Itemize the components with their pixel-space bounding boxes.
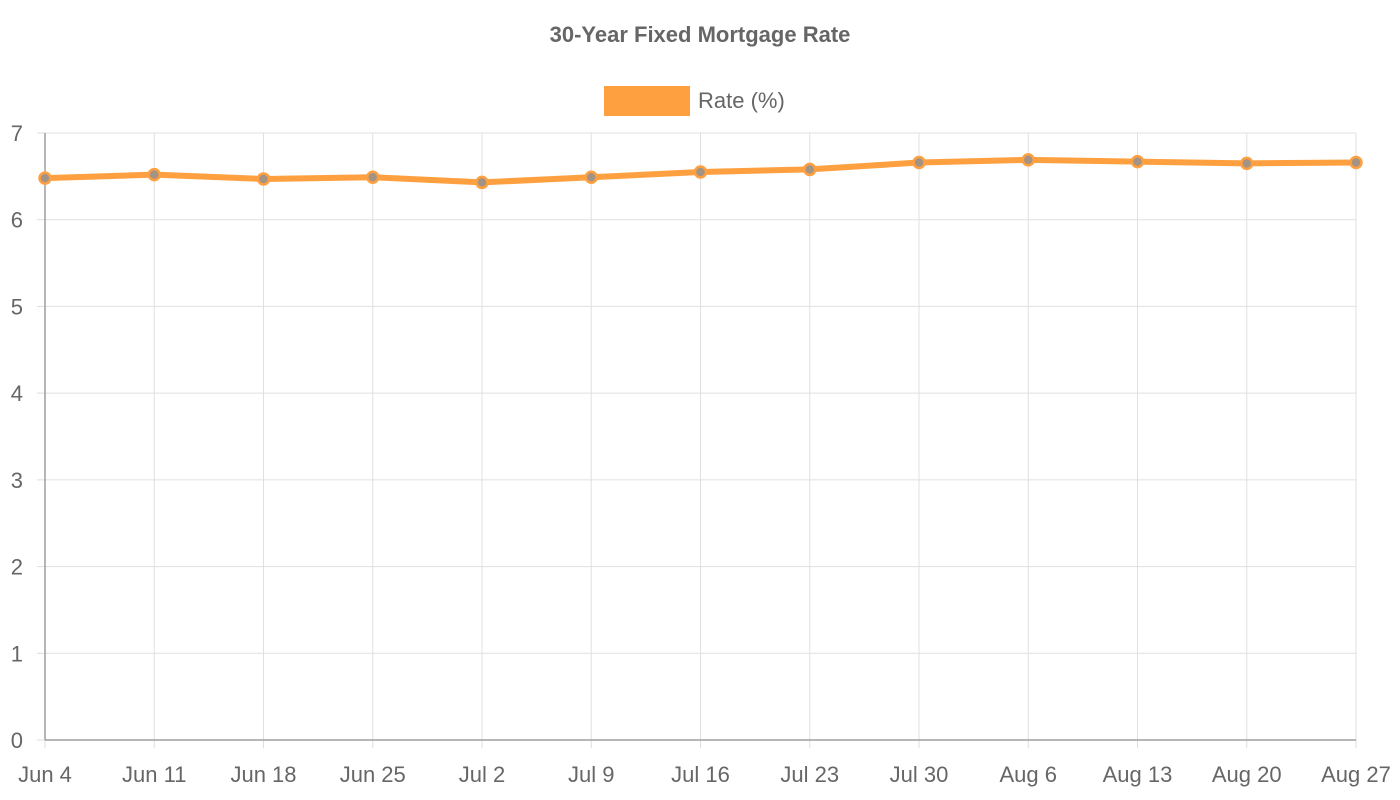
- data-point[interactable]: [256, 172, 271, 186]
- x-tick-label: Jun 4: [18, 762, 72, 787]
- y-tick-label: 4: [11, 381, 23, 406]
- data-point[interactable]: [584, 170, 598, 184]
- legend-label: Rate (%): [698, 88, 785, 113]
- chart-title: 30-Year Fixed Mortgage Rate: [550, 22, 851, 47]
- tick-labels: 0 1 2 3 4 5 6 7 Jun 4 Jun 11 Jun 18 Jun 25 Jul 2 Jul …: [11, 121, 1391, 787]
- x-tick-label: Aug 20: [1212, 762, 1282, 787]
- y-tick-label: 2: [11, 555, 23, 580]
- x-tick-label: Jun 11: [122, 762, 186, 787]
- x-tick-label: Jul 9: [568, 762, 614, 787]
- y-tick-label: 7: [11, 121, 23, 146]
- x-tick-label: Jul 16: [671, 762, 730, 787]
- data-point[interactable]: [147, 167, 161, 182]
- data-point[interactable]: [912, 155, 926, 170]
- series: [38, 153, 1363, 190]
- y-tick-label: 1: [11, 641, 23, 666]
- y-tick-label: 6: [11, 208, 23, 233]
- x-tick-label: Aug 27: [1321, 762, 1391, 787]
- data-point[interactable]: [1021, 153, 1035, 167]
- x-tick-label: Jun 18: [230, 762, 296, 787]
- x-tick-label: Jul 30: [890, 762, 949, 787]
- data-point[interactable]: [693, 165, 708, 179]
- x-tick-label: Jul 23: [780, 762, 839, 787]
- legend-swatch: [604, 86, 690, 116]
- axes: [37, 132, 1357, 748]
- data-point[interactable]: [1349, 155, 1363, 170]
- x-tick-label: Aug 13: [1103, 762, 1173, 787]
- y-tick-label: 3: [11, 468, 23, 493]
- y-tick-label: 0: [11, 728, 23, 753]
- x-tick-label: Jul 2: [459, 762, 505, 787]
- data-point[interactable]: [366, 170, 380, 184]
- data-point[interactable]: [1240, 156, 1254, 171]
- x-tick-label: Jun 25: [340, 762, 406, 787]
- data-point[interactable]: [1130, 154, 1145, 169]
- data-point[interactable]: [475, 175, 489, 190]
- data-point[interactable]: [38, 171, 52, 185]
- data-point[interactable]: [803, 162, 817, 177]
- grid: [45, 132, 1357, 740]
- legend[interactable]: Rate (%): [604, 86, 785, 116]
- x-tick-label: Aug 6: [1000, 762, 1058, 787]
- y-tick-label: 5: [11, 294, 23, 319]
